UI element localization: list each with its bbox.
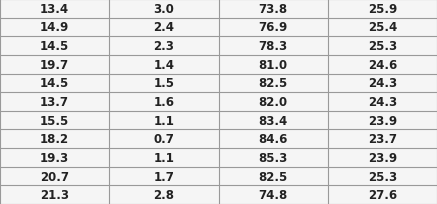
Text: 1.5: 1.5 [153,77,174,90]
Text: 1.1: 1.1 [153,114,174,127]
Text: 73.8: 73.8 [259,3,288,16]
Text: 0.7: 0.7 [153,133,174,146]
Text: 84.6: 84.6 [258,133,288,146]
Text: 2.3: 2.3 [153,40,174,53]
Text: 25.3: 25.3 [368,40,397,53]
Text: 15.5: 15.5 [40,114,69,127]
Text: 19.7: 19.7 [40,58,69,71]
Text: 24.3: 24.3 [368,95,397,109]
Text: 14.5: 14.5 [40,40,69,53]
Text: 76.9: 76.9 [259,21,288,34]
Text: 18.2: 18.2 [40,133,69,146]
Text: 2.8: 2.8 [153,188,174,201]
Text: 74.8: 74.8 [259,188,288,201]
Text: 3.0: 3.0 [153,3,174,16]
Text: 1.4: 1.4 [153,58,174,71]
Text: 23.9: 23.9 [368,151,397,164]
Text: 1.6: 1.6 [153,95,174,109]
Text: 24.6: 24.6 [368,58,397,71]
Text: 83.4: 83.4 [259,114,288,127]
Text: 25.3: 25.3 [368,170,397,183]
Text: 1.1: 1.1 [153,151,174,164]
Text: 82.5: 82.5 [259,77,288,90]
Text: 1.7: 1.7 [153,170,174,183]
Text: 20.7: 20.7 [40,170,69,183]
Text: 24.3: 24.3 [368,77,397,90]
Text: 25.4: 25.4 [368,21,397,34]
Text: 14.5: 14.5 [40,77,69,90]
Text: 13.7: 13.7 [40,95,69,109]
Text: 25.9: 25.9 [368,3,397,16]
Text: 13.4: 13.4 [40,3,69,16]
Text: 23.7: 23.7 [368,133,397,146]
Text: 85.3: 85.3 [259,151,288,164]
Text: 2.4: 2.4 [153,21,174,34]
Text: 23.9: 23.9 [368,114,397,127]
Text: 27.6: 27.6 [368,188,397,201]
Text: 21.3: 21.3 [40,188,69,201]
Text: 82.0: 82.0 [259,95,288,109]
Text: 14.9: 14.9 [40,21,69,34]
Text: 82.5: 82.5 [259,170,288,183]
Text: 19.3: 19.3 [40,151,69,164]
Text: 78.3: 78.3 [259,40,288,53]
Text: 81.0: 81.0 [259,58,288,71]
